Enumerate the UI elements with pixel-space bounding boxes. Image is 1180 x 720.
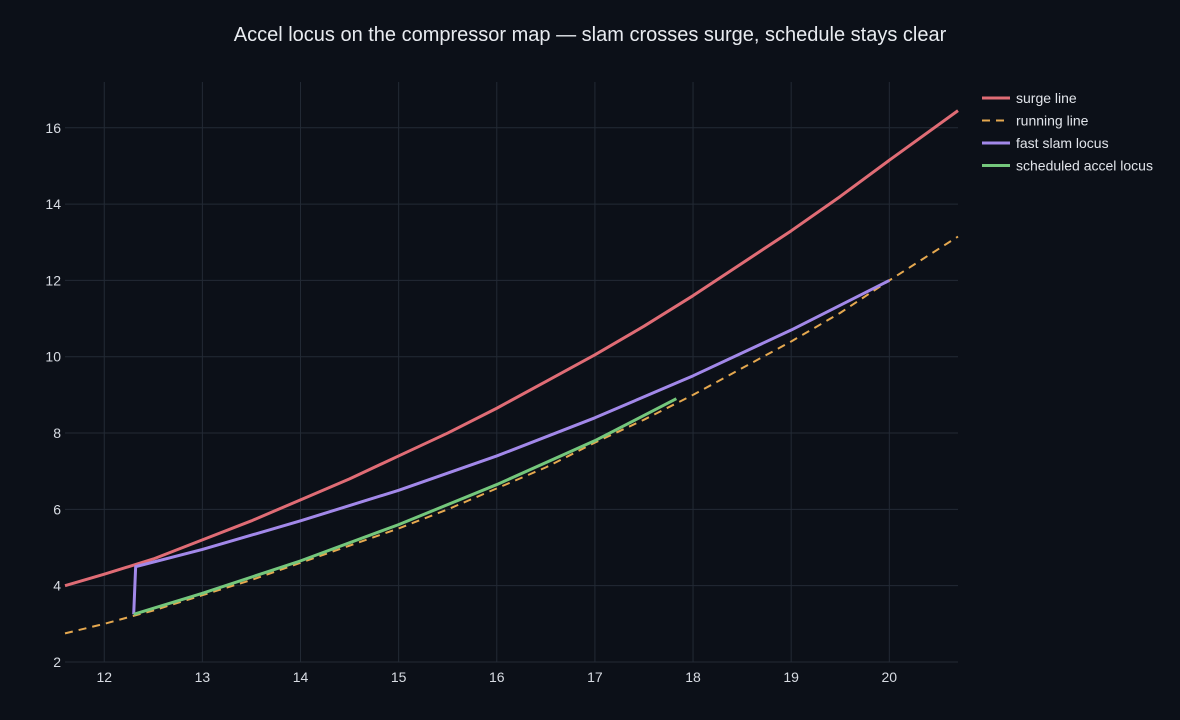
x-tick-label: 19 (783, 669, 799, 685)
x-tick-label: 17 (587, 669, 603, 685)
x-tick-label: 16 (489, 669, 505, 685)
y-tick-label: 8 (53, 425, 61, 441)
y-tick-label: 2 (53, 654, 61, 670)
series-line-scheduled-accel-locus (133, 397, 678, 616)
y-tick-label: 12 (45, 272, 61, 288)
x-tick-label: 20 (882, 669, 898, 685)
legend-entry-label: running line (1016, 113, 1089, 129)
x-tick-label: 14 (293, 669, 309, 685)
series-line-surge-line (64, 109, 959, 588)
y-tick-label: 14 (45, 196, 61, 212)
series-line-running-line (64, 235, 959, 635)
chart-title: Accel locus on the compressor map — slam… (234, 24, 947, 46)
y-tick-label: 10 (45, 349, 61, 365)
series-line-fast-slam-locus (132, 279, 890, 615)
y-tick-label: 6 (53, 501, 61, 517)
x-tick-label: 18 (685, 669, 701, 685)
legend-entry-label: scheduled accel locus (1016, 158, 1153, 174)
grid-layer (65, 82, 958, 663)
legend: surge line running line fast slam locus sch… (982, 90, 1153, 174)
y-tick-label: 16 (45, 120, 61, 136)
y-tick-label: 4 (53, 578, 61, 594)
axis-layer: 12 13 14 15 16 17 18 19 20 2 4 6 8 10 12 14 16 (45, 120, 897, 685)
x-tick-label: 12 (96, 669, 112, 685)
x-tick-label: 13 (195, 669, 211, 685)
x-tick-label: 15 (391, 669, 407, 685)
series-layer (64, 109, 959, 635)
legend-entry-label: surge line (1016, 90, 1077, 106)
legend-entry-label: fast slam locus (1016, 135, 1109, 151)
